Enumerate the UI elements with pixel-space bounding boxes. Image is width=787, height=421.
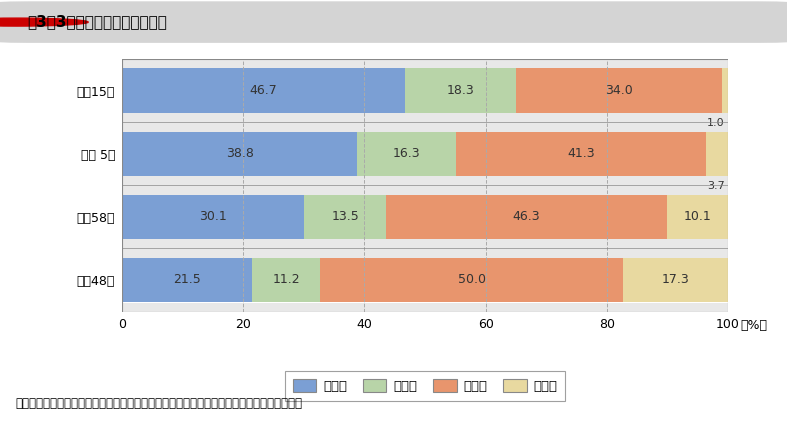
Bar [122,303,728,312]
Bar [357,131,456,176]
Text: 38.8: 38.8 [226,147,253,160]
Text: 16.3: 16.3 [393,147,420,160]
Bar [623,258,728,302]
Text: （注）　大卒には修士課程及び博士課程修了者を、短大卒には高等専門学校卒業者を含む。: （注） 大卒には修士課程及び博士課程修了者を、短大卒には高等専門学校卒業者を含む… [16,397,303,410]
Bar [722,68,728,112]
Bar [122,131,357,176]
Text: 21.5: 21.5 [173,274,201,286]
Text: 11.2: 11.2 [272,274,300,286]
Bar [122,195,305,239]
Bar [122,237,728,260]
Bar [253,258,320,302]
Text: 図3－3　最終学歴別人員構成比: 図3－3 最終学歴別人員構成比 [28,15,168,29]
Bar [386,195,667,239]
Legend: 大学卒, 短大卒, 高校卒, 中学卒: 大学卒, 短大卒, 高校卒, 中学卒 [285,371,565,401]
Circle shape [0,18,88,26]
FancyBboxPatch shape [0,1,787,43]
Text: 46.3: 46.3 [512,210,541,223]
Bar [405,68,516,112]
Bar [456,131,706,176]
Text: （%）: （%） [740,319,767,332]
Bar [305,195,386,239]
Text: 41.3: 41.3 [567,147,595,160]
Text: 46.7: 46.7 [249,84,277,97]
Bar [122,174,728,197]
Bar [122,258,253,302]
Text: 18.3: 18.3 [446,84,475,97]
Bar [516,68,722,112]
Bar [667,195,728,239]
Bar [122,59,728,68]
Text: 1.0: 1.0 [708,118,725,128]
Text: 34.0: 34.0 [605,84,633,97]
Text: 13.5: 13.5 [331,210,359,223]
Bar [122,111,728,133]
Bar [320,258,623,302]
Bar [706,131,729,176]
Text: 30.1: 30.1 [199,210,227,223]
Text: 3.7: 3.7 [708,181,725,191]
Text: 10.1: 10.1 [683,210,711,223]
Text: 50.0: 50.0 [458,274,486,286]
Text: 17.3: 17.3 [662,274,689,286]
Bar [122,68,405,112]
